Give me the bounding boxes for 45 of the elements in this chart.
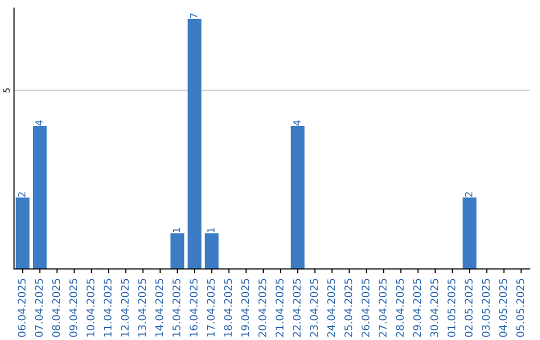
x-tick-label: 01.05.2025 bbox=[448, 278, 456, 337]
x-tick-label: 18.04.2025 bbox=[224, 278, 232, 336]
x-tick-label: 16.04.2025 bbox=[190, 278, 198, 336]
x-tick-label: 30.04.2025 bbox=[430, 278, 438, 337]
x-tick-label: 03.05.2025 bbox=[482, 278, 490, 337]
x-tick-label: 07.04.2025 bbox=[34, 278, 43, 337]
x-tick-label: 10.04.2025 bbox=[86, 278, 94, 336]
x-tick-label: 14.04.2025 bbox=[155, 278, 164, 336]
bar bbox=[462, 197, 476, 269]
x-tick-label: 02.05.2025 bbox=[464, 278, 473, 337]
bar bbox=[170, 233, 184, 269]
x-tick-label: 24.04.2025 bbox=[327, 278, 336, 337]
x-tick-label: 21.04.2025 bbox=[276, 278, 284, 337]
x-tick-label: 05.05.2025 bbox=[516, 278, 524, 337]
x-tick-label: 06.04.2025 bbox=[18, 278, 26, 337]
x-tick-label: 27.04.2025 bbox=[378, 278, 387, 337]
x-tick-label: 13.04.2025 bbox=[138, 278, 146, 336]
bar bbox=[188, 18, 202, 269]
data-label: 2 bbox=[18, 192, 26, 197]
x-tick-label: 11.04.2025 bbox=[104, 278, 112, 336]
x-tick-label: 08.04.2025 bbox=[52, 278, 60, 337]
bar bbox=[32, 126, 47, 269]
x-tick-label: 15.04.2025 bbox=[172, 278, 180, 336]
x-tick-label: 17.04.2025 bbox=[206, 278, 215, 336]
data-label: 7 bbox=[190, 14, 198, 18]
x-tick-label: 26.04.2025 bbox=[362, 278, 370, 337]
x-tick-label: 19.04.2025 bbox=[241, 278, 250, 336]
data-label: 4 bbox=[35, 120, 43, 126]
x-tick-label: 25.04.2025 bbox=[344, 278, 352, 337]
data-label: 1 bbox=[207, 228, 214, 232]
x-tick-label: 12.04.2025 bbox=[120, 278, 129, 336]
x-tick-label: 22.04.2025 bbox=[292, 278, 301, 337]
x-tick-label: 09.04.2025 bbox=[69, 278, 78, 337]
data-label: 4 bbox=[293, 120, 300, 126]
y-tick-label: 5 bbox=[3, 88, 10, 92]
bar bbox=[16, 197, 30, 269]
data-label: 1 bbox=[172, 228, 180, 232]
x-tick-label: 04.05.2025 bbox=[499, 278, 507, 337]
x-tick-label: 20.04.2025 bbox=[258, 278, 266, 337]
x-tick-label: 23.04.2025 bbox=[310, 278, 318, 337]
x-tick-label: 29.04.2025 bbox=[413, 278, 422, 337]
x-tick-label: 28.04.2025 bbox=[396, 278, 404, 337]
bar bbox=[290, 126, 305, 269]
data-label: 2 bbox=[465, 192, 472, 197]
bar bbox=[204, 233, 219, 269]
